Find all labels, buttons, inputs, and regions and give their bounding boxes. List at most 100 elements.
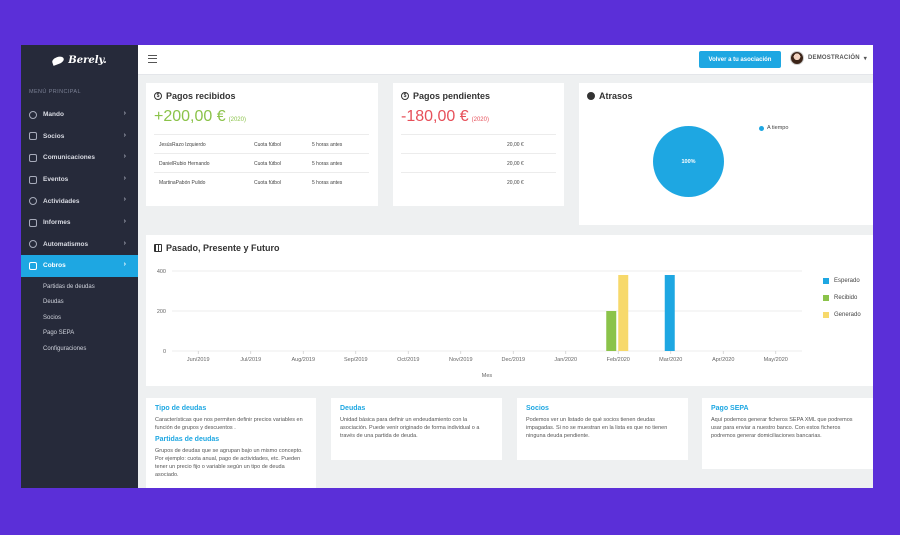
subitem-socios[interactable]: Socios [43,314,62,321]
x-tick-label: Apr/2020 [712,357,734,363]
info-title[interactable]: Deudas [340,405,366,412]
x-tick-label: Dec/2019 [501,357,525,363]
sidebar-item-socios[interactable]: Socios › [21,126,138,148]
list-item[interactable]: 20,00 € [401,153,556,172]
app-window: Berely. MENÚ PRINCIPAL Mando › Socios › … [21,45,873,488]
sidebar-item-comunicaciones[interactable]: Comunicaciones › [21,147,138,169]
x-tick-label: Nov/2019 [449,357,473,363]
info-title[interactable]: Partidas de deudas [155,436,220,443]
info-card-socios: Socios Podemos ver un listado de qué soc… [517,398,688,460]
list-item[interactable]: JesúsRazo Izquierdo Cuota fútbol 5 horas… [154,134,369,153]
info-text: Grupos de deudas que se agrupan bajo un … [155,448,303,478]
sidebar-item-mando[interactable]: Mando › [21,104,138,126]
sidebar-nav: Mando › Socios › Comunicaciones › Evento… [21,104,138,356]
dollar-icon: $ [154,92,162,100]
list-item[interactable]: 20,00 € [401,172,556,191]
pagos-recibidos-card: $ Pagos recibidos +200,00 € (2020) JesúsR… [146,83,378,206]
info-title[interactable]: Pago SEPA [711,405,749,412]
sidebar: Berely. MENÚ PRINCIPAL Mando › Socios › … [21,45,138,488]
mail-icon [29,153,37,162]
x-tick-label: Jan/2020 [554,357,577,363]
card-title: Atrasos [587,91,633,101]
leaf-icon [51,54,66,66]
subitem-configuraciones[interactable]: Configuraciones [43,345,87,352]
sidebar-item-actividades[interactable]: Actividades › [21,190,138,212]
chevron-right-icon: › [123,131,126,139]
legend-swatch [823,294,829,301]
legend-item-generado[interactable]: Generado [823,306,861,323]
legend-item-esperado[interactable]: Esperado [823,272,861,289]
x-tick-label: May/2020 [764,357,788,363]
pie-label: 100% [681,158,696,165]
sidebar-item-eventos[interactable]: Eventos › [21,169,138,191]
back-to-association-button[interactable]: Volver a tu asociación [699,51,781,68]
pasado-presente-futuro-card: Pasado, Presente y Futuro 0 200 400 Jun/201… [146,235,873,386]
x-axis-label: Mes [482,373,493,379]
pie-legend[interactable]: A tiempo [759,125,788,131]
y-tick-label: 0 [163,349,166,355]
sidebar-item-label: Comunicaciones [43,154,96,162]
pie-chart-slice[interactable]: 100% [653,126,724,197]
user-name: DEMOSTRACIÓN [808,55,860,61]
user-menu[interactable]: DEMOSTRACIÓN ▾ [790,51,867,65]
received-list: JesúsRazo Izquierdo Cuota fútbol 5 horas… [154,134,369,191]
info-card-tipo-de-deudas: Tipo de deudas Características que nos p… [146,398,316,488]
pending-list: 20,00 € 20,00 € 20,00 € [401,134,556,191]
info-card-deudas: Deudas Unidad básica para definir un end… [331,398,502,460]
y-tick-label: 200 [157,309,166,315]
table-icon [154,244,162,252]
bar-esperado-mar-2020 [664,275,675,351]
calendar-icon [29,175,37,184]
sidebar-item-automatismos[interactable]: Automatismos › [21,234,138,256]
sidebar-item-label: Eventos [43,176,69,184]
subitem-pago-sepa[interactable]: Pago SEPA [43,330,75,336]
card-title: $ Pagos recibidos [154,91,236,101]
chevron-right-icon: › [123,110,126,117]
users-icon [29,132,37,141]
card-title: $ Pagos pendientes [401,91,490,101]
info-title[interactable]: Tipo de deudas [155,405,207,412]
list-item[interactable]: 20,00 € [401,134,556,153]
legend-item-recibido[interactable]: Recibido [823,289,861,306]
x-tick-label: Mar/2020 [659,357,682,363]
sidebar-item-label: Informes [43,219,71,227]
list-item[interactable]: DanielRubio Hernando Cuota fútbol 5 hora… [154,153,369,172]
bar-recibido-feb-2020 [606,311,617,351]
subitem-partidas-de-deudas[interactable]: Partidas de deudas [43,283,95,290]
bar-chart: 0 200 400 Jun/2019 Jul/2019 Aug/2019 Sep/2019 O… [157,269,802,379]
hamburger-icon[interactable] [148,55,157,63]
x-tick-label: Jun/2019 [187,357,210,363]
amount-received: +200,00 € (2020) [154,108,246,125]
bar-generado-feb-2020 [618,275,629,351]
sidebar-item-cobros[interactable]: Cobros › [21,255,138,277]
cobros-submenu: Partidas de deudas Deudas Socios Pago SE… [21,279,138,357]
dashboard-icon [29,110,37,119]
chevron-down-icon: ▾ [863,55,867,62]
logo[interactable]: Berely. [21,45,138,75]
y-tick-label: 400 [157,269,166,275]
sidebar-item-label: Mando [43,111,64,119]
logo-text: Berely. [68,54,107,66]
x-tick-label: Jul/2019 [240,357,261,363]
atrasos-card: Atrasos 100% A tiempo [579,83,873,225]
legend-dot [759,125,764,131]
clock-icon [587,92,595,100]
clock-icon [29,240,37,249]
list-item[interactable]: MartinaPabón Pulido Cuota fútbol 5 horas… [154,172,369,191]
chevron-right-icon: › [123,239,126,247]
amount-pending: -180,00 € (2020) [401,108,489,125]
x-tick-label: Aug/2019 [291,357,315,363]
legend-swatch [823,277,829,284]
chart-legend: Esperado Recibido Generado [823,272,861,323]
info-title[interactable]: Socios [526,405,549,412]
card-title: Pasado, Presente y Futuro [154,243,280,253]
legend-swatch [823,311,829,318]
chevron-right-icon: › [123,217,126,225]
info-text: Características que nos permiten definir… [155,417,303,431]
subitem-deudas[interactable]: Deudas [43,299,64,305]
x-tick-label: Feb/2020 [607,357,630,363]
x-tick-label: Oct/2019 [397,357,419,363]
sidebar-item-label: Cobros [43,262,66,270]
sidebar-item-informes[interactable]: Informes › [21,212,138,234]
info-text: Aquí podemos generar ficheros SEPA XML q… [711,417,853,439]
